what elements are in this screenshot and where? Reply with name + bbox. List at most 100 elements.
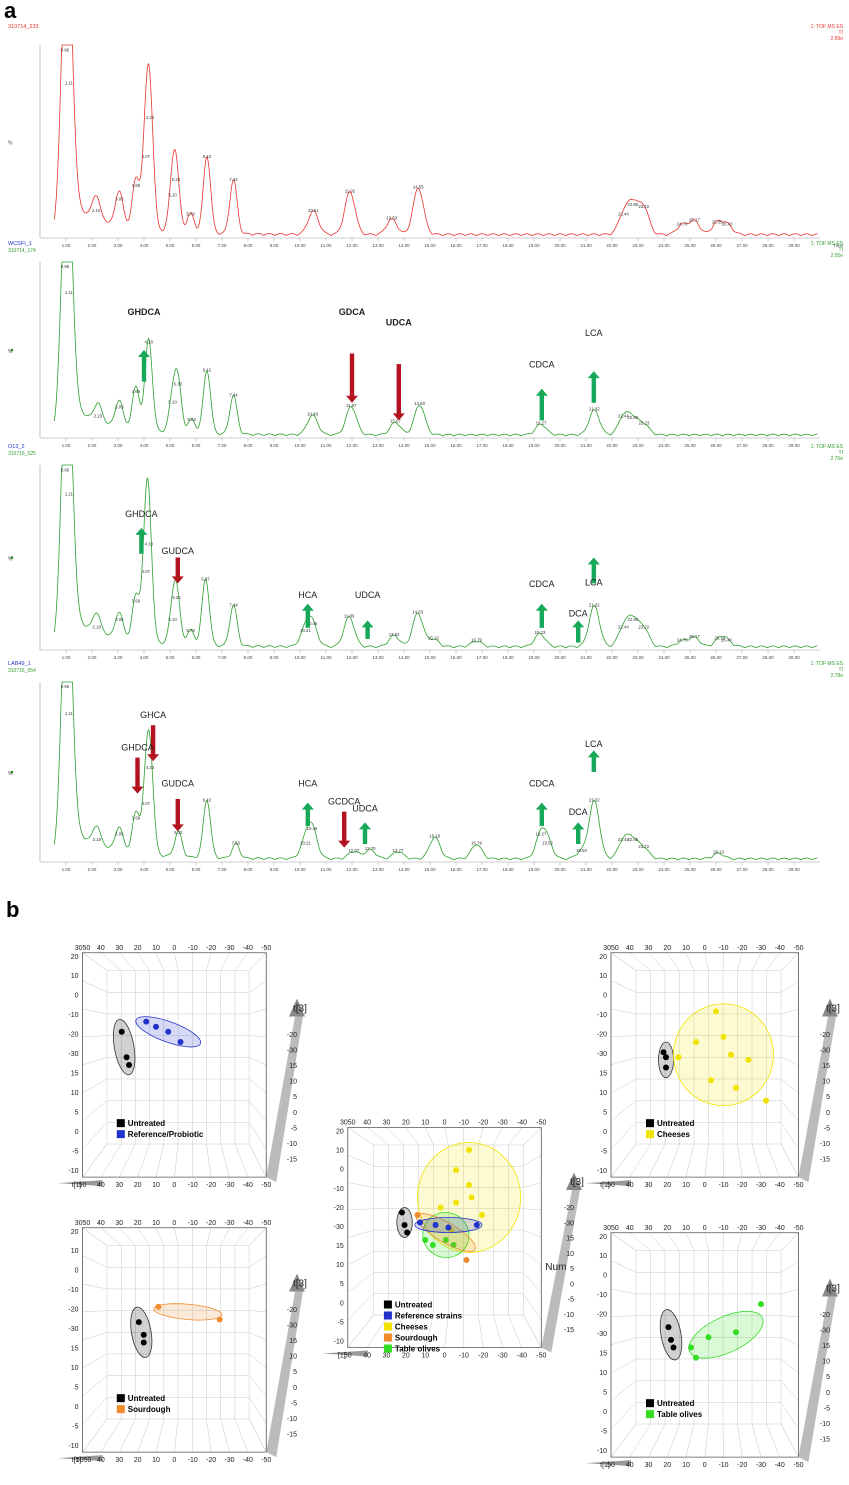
peak-label: 0.96 xyxy=(61,264,70,269)
x-tick-label: 21.00 xyxy=(580,655,592,660)
left-tick-label: -10 xyxy=(334,1186,344,1193)
top-tick-label: -20 xyxy=(206,945,216,952)
grid-line xyxy=(667,1232,680,1251)
bottom-tick-label: -50 xyxy=(261,1182,271,1189)
legend-label: Cheeses xyxy=(395,1323,428,1332)
x-tick-label: 9.00 xyxy=(270,443,279,448)
grid-line xyxy=(424,1127,434,1146)
grid-line xyxy=(704,1143,709,1178)
pca-grid xyxy=(610,1232,799,1458)
top-tick-label: 10 xyxy=(682,945,690,952)
peak-label: 2.18 xyxy=(92,625,101,630)
left-tick-label: -5 xyxy=(338,1319,344,1326)
score-point-table_olives xyxy=(693,1354,699,1361)
grid-line xyxy=(248,1143,267,1178)
compound-label: LCA xyxy=(585,577,603,587)
left-tick-label: -30 xyxy=(334,1224,344,1231)
bottom-tick-label: 30 xyxy=(645,1182,653,1189)
peak-label: 12.70 xyxy=(365,846,376,851)
grid-line xyxy=(523,1293,542,1321)
score-point-reference xyxy=(153,1023,159,1030)
peak-label: 22.44 xyxy=(618,413,629,418)
grid-line xyxy=(463,1127,465,1146)
score-point-cheeses xyxy=(453,1199,460,1206)
bottom-tick-label: 40 xyxy=(626,1462,634,1469)
panel-b-letter: b xyxy=(6,897,20,922)
grid-line xyxy=(82,1227,108,1246)
left-tick-label: -30 xyxy=(597,1051,607,1058)
grid-line xyxy=(155,1418,165,1453)
x-tick-label: 3.00 xyxy=(114,243,123,248)
left-tick-label: -10 xyxy=(597,1168,607,1175)
arrow-shaft xyxy=(349,353,355,397)
x-tick-label: 13.00 xyxy=(372,243,384,248)
bottom-tick-label: 20 xyxy=(663,1462,671,1469)
grid-line xyxy=(780,1358,799,1374)
peak-label: 3.69 xyxy=(132,815,141,820)
x-tick-label: 18.00 xyxy=(502,443,514,448)
x-tick-label: 4.00 xyxy=(140,655,149,660)
x-tick-label: 19.00 xyxy=(528,867,540,872)
pca-grid xyxy=(82,952,267,1178)
x-tick-label: 15.00 xyxy=(424,243,436,248)
bottom-tick-label: 30 xyxy=(115,1457,123,1464)
pca-frame xyxy=(82,1227,267,1453)
bottom-tick-label: -20 xyxy=(206,1182,216,1189)
legend-swatch-untreated xyxy=(116,1119,125,1128)
peak-label: 5.10 xyxy=(168,617,177,622)
grid-line xyxy=(234,1418,249,1453)
grid-line xyxy=(248,1078,267,1094)
peak-label: 13.77 xyxy=(393,848,404,853)
x-tick-label: 3.00 xyxy=(114,443,123,448)
top-tick-label: 40 xyxy=(626,945,634,952)
score-point-cheeses xyxy=(713,1008,719,1015)
score-point-untreated xyxy=(401,1222,408,1228)
file-id-label: 310716_054 xyxy=(8,668,36,674)
bottom-tick-label: 50 xyxy=(607,1462,615,1469)
x-tick-label: 2.00 xyxy=(88,867,97,872)
grid-line xyxy=(610,1288,637,1295)
peak-label: 20.83 xyxy=(576,848,587,853)
arrow-head xyxy=(147,754,160,762)
grid-line xyxy=(82,1078,108,1094)
x-tick-label: 8.00 xyxy=(244,443,253,448)
right-tick-label: 0 xyxy=(826,1110,830,1117)
x-tick-label: 27.00 xyxy=(736,867,748,872)
bottom-tick-label: -30 xyxy=(224,1182,234,1189)
grid-line xyxy=(629,1423,651,1458)
x-tick-label: 23.00 xyxy=(632,655,644,660)
x-tick-label: 10.00 xyxy=(294,655,306,660)
header-right-label: TI xyxy=(839,450,843,456)
grid-line xyxy=(366,1314,389,1348)
arrow-shaft xyxy=(591,377,596,403)
confidence-ellipse-table_olives xyxy=(688,1310,764,1359)
axis-t3-label: t[3] xyxy=(293,1278,307,1289)
x-tick-label: 28.00 xyxy=(762,655,774,660)
arrow-shaft xyxy=(305,609,310,628)
grid-line xyxy=(220,952,230,971)
x-tick-label: 27.00 xyxy=(736,243,748,248)
x-tick-label: 18.00 xyxy=(502,243,514,248)
arrow-shaft xyxy=(539,609,544,628)
bottom-tick-label: -30 xyxy=(224,1457,234,1464)
x-tick-label: 22.00 xyxy=(606,243,618,248)
top-tick-label: 3050 xyxy=(603,945,619,952)
grid-line xyxy=(100,952,122,971)
y-tick-label: % xyxy=(8,349,13,355)
grid-line xyxy=(610,1122,637,1150)
x-tick-label: 29.00 xyxy=(788,867,800,872)
top-tick-label: -40 xyxy=(243,1220,253,1227)
grid-line xyxy=(174,1227,179,1246)
top-tick-label: -30 xyxy=(224,1220,234,1227)
right-tick-label: 15 xyxy=(822,1063,830,1070)
left-tick-label: 20 xyxy=(71,954,79,961)
grid-line xyxy=(523,1314,542,1348)
bottom-tick-label: 10 xyxy=(152,1457,160,1464)
x-tick-label: 25.00 xyxy=(684,443,696,448)
left-tick-label: -5 xyxy=(72,1149,78,1156)
grid-line xyxy=(667,1423,680,1458)
arrow-up-icon xyxy=(135,527,148,554)
header-right-label: 1: TOF MS ES xyxy=(811,661,844,667)
bottom-tick-label: -20 xyxy=(737,1462,747,1469)
left-tick-label: 15 xyxy=(599,1351,607,1358)
